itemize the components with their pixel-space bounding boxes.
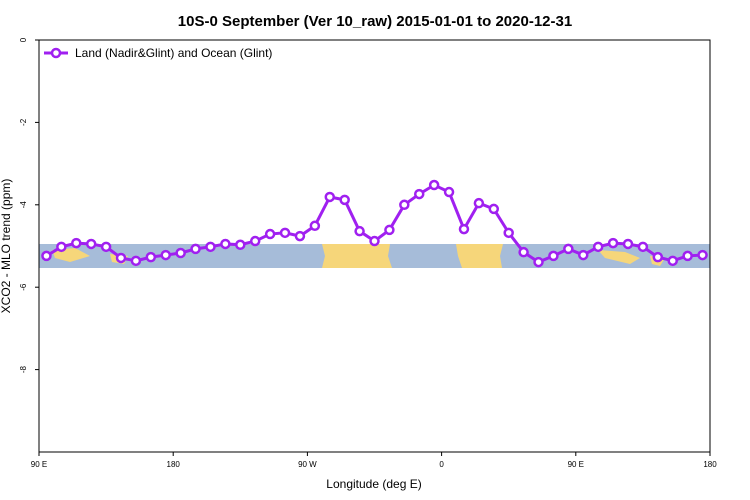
- point: [533, 256, 544, 268]
- point: [652, 251, 664, 263]
- point: [622, 238, 634, 250]
- point: [428, 179, 440, 191]
- y-tick-label: 0: [19, 37, 28, 42]
- point: [264, 228, 276, 240]
- plot-frame: [38, 39, 711, 453]
- point: [339, 194, 350, 206]
- point: [41, 250, 52, 262]
- point: [56, 241, 67, 253]
- point: [220, 238, 231, 250]
- point: [518, 246, 529, 258]
- y-axis-label: XCO2 - MLO trend (ppm): [0, 179, 13, 314]
- point: [235, 239, 246, 251]
- point: [85, 238, 97, 250]
- point: [100, 241, 112, 253]
- point: [563, 243, 574, 255]
- legend-marker: [50, 47, 62, 59]
- point: [249, 235, 261, 247]
- y-tick-label: -4: [19, 201, 28, 209]
- point: [175, 247, 186, 259]
- point: [488, 203, 500, 215]
- x-tick-label: 0: [439, 460, 444, 469]
- point: [130, 255, 142, 267]
- x-tick-label: 180: [167, 460, 181, 469]
- point: [578, 249, 589, 261]
- y-tick-label: -6: [19, 283, 28, 291]
- point: [607, 237, 619, 249]
- point: [443, 186, 455, 198]
- point: [190, 243, 201, 255]
- point: [682, 250, 693, 262]
- point: [294, 230, 306, 242]
- point: [592, 241, 604, 253]
- x-axis-label: Longitude (deg E): [326, 477, 421, 491]
- x-tick-label: 90 E: [31, 460, 47, 469]
- point: [548, 250, 559, 262]
- point: [115, 252, 127, 264]
- point: [473, 197, 485, 209]
- point: [458, 223, 470, 235]
- point: [667, 255, 678, 267]
- point: [160, 249, 171, 261]
- chart-title: 10S-0 September (Ver 10_raw) 2015-01-01 …: [178, 13, 572, 30]
- y-tick-label: -8: [19, 365, 28, 373]
- x-tick-label: 90 W: [298, 460, 317, 469]
- x-tick-label: 90 E: [568, 460, 584, 469]
- legend-label: Land (Nadir&Glint) and Ocean (Glint): [75, 46, 272, 60]
- point: [399, 199, 410, 211]
- x-tick-label: 180: [703, 460, 717, 469]
- point: [279, 227, 291, 239]
- point: [354, 225, 365, 237]
- point: [309, 220, 321, 232]
- point: [71, 237, 82, 249]
- point: [369, 235, 380, 247]
- point: [503, 227, 514, 239]
- point: [324, 191, 336, 203]
- point: [384, 224, 395, 236]
- point: [637, 241, 649, 253]
- point: [413, 188, 425, 200]
- y-tick-label: -2: [19, 118, 28, 126]
- point: [145, 251, 157, 263]
- point: [697, 249, 708, 261]
- point: [205, 241, 216, 253]
